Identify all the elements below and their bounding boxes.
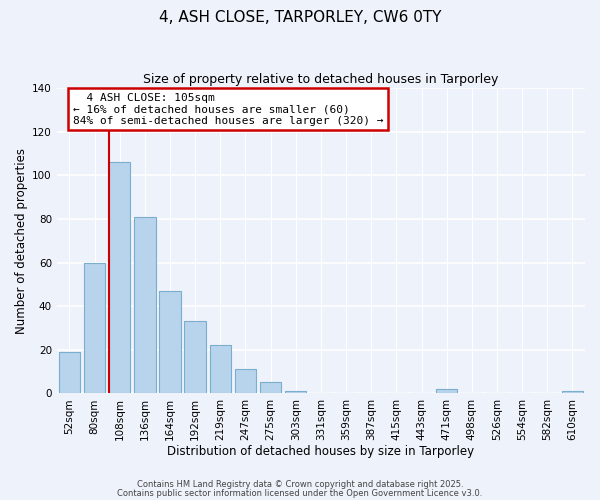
Bar	[109, 162, 130, 394]
X-axis label: Distribution of detached houses by size in Tarporley: Distribution of detached houses by size …	[167, 444, 475, 458]
Y-axis label: Number of detached properties: Number of detached properties	[15, 148, 28, 334]
Bar	[84, 262, 105, 394]
Bar	[260, 382, 281, 394]
Text: 4 ASH CLOSE: 105sqm
← 16% of detached houses are smaller (60)
84% of semi-detach: 4 ASH CLOSE: 105sqm ← 16% of detached ho…	[73, 92, 383, 126]
Bar	[285, 391, 307, 394]
Bar	[134, 216, 155, 394]
Text: Contains public sector information licensed under the Open Government Licence v3: Contains public sector information licen…	[118, 488, 482, 498]
Bar	[562, 391, 583, 394]
Bar	[235, 370, 256, 394]
Text: 4, ASH CLOSE, TARPORLEY, CW6 0TY: 4, ASH CLOSE, TARPORLEY, CW6 0TY	[159, 10, 441, 25]
Bar	[209, 346, 231, 394]
Bar	[59, 352, 80, 394]
Bar	[159, 291, 181, 394]
Text: Contains HM Land Registry data © Crown copyright and database right 2025.: Contains HM Land Registry data © Crown c…	[137, 480, 463, 489]
Bar	[184, 322, 206, 394]
Bar	[436, 389, 457, 394]
Title: Size of property relative to detached houses in Tarporley: Size of property relative to detached ho…	[143, 72, 499, 86]
